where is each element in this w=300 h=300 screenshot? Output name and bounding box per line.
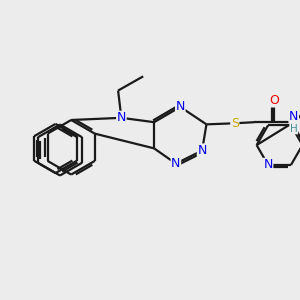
Text: O: O bbox=[269, 94, 279, 107]
Text: N: N bbox=[197, 144, 207, 157]
Text: N: N bbox=[117, 111, 126, 124]
Text: S: S bbox=[231, 117, 239, 130]
Text: H: H bbox=[290, 124, 298, 134]
Text: N: N bbox=[289, 110, 298, 123]
Text: N: N bbox=[263, 158, 273, 171]
Text: N: N bbox=[176, 100, 185, 113]
Text: N: N bbox=[171, 157, 181, 170]
